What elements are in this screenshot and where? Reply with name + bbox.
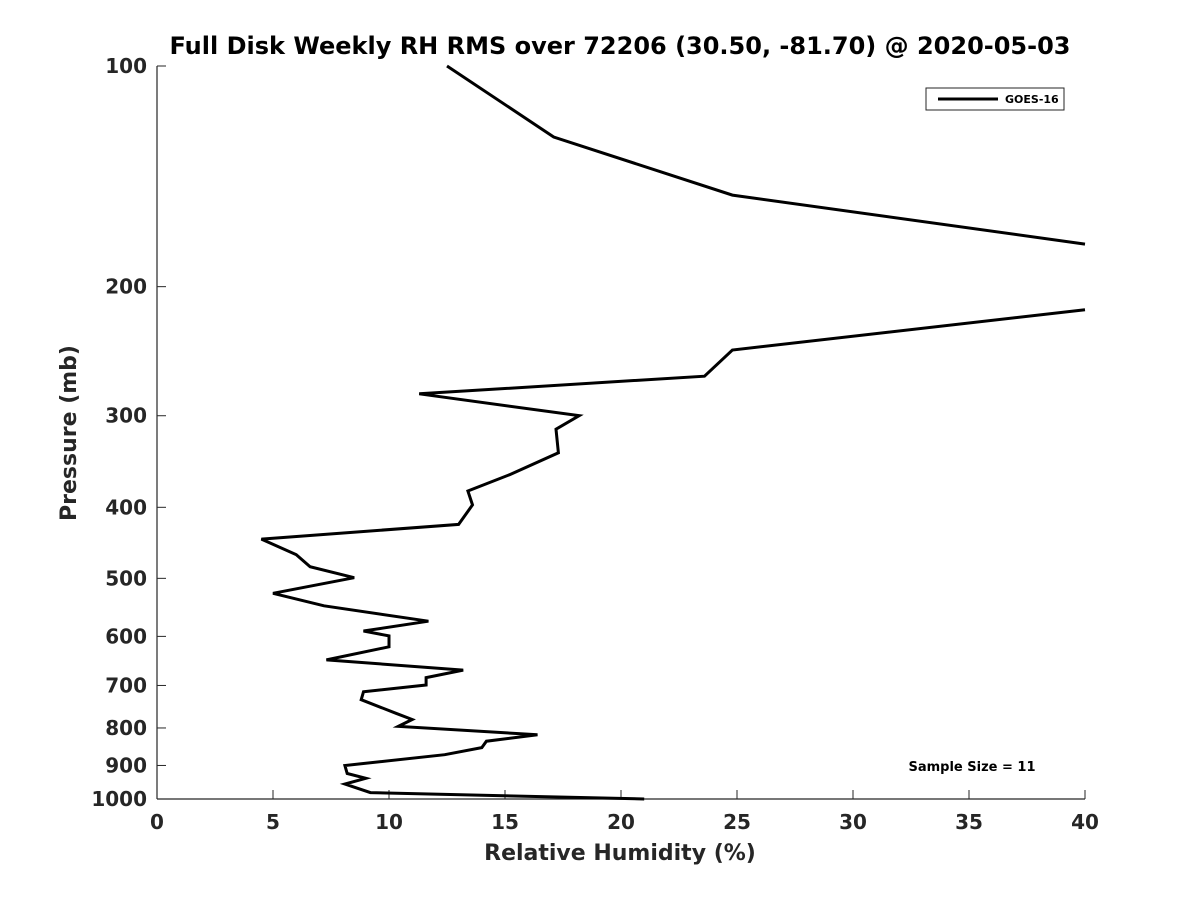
- y-tick-label: 600: [105, 624, 147, 648]
- y-tick-label: 1000: [91, 787, 147, 811]
- y-tick-label: 900: [105, 753, 147, 777]
- x-tick-label: 25: [723, 810, 751, 834]
- y-axis: 100 200 300 400 500 600 700 800 900 1000: [91, 54, 166, 811]
- y-tick-label: 400: [105, 495, 147, 519]
- legend-label-goes-16: GOES-16: [1005, 93, 1059, 106]
- y-tick-label: 700: [105, 673, 147, 697]
- y-tick-label: 300: [105, 404, 147, 428]
- y-axis-label: Pressure (mb): [57, 345, 82, 521]
- x-tick-label: 10: [375, 810, 403, 834]
- x-tick-label: 35: [955, 810, 983, 834]
- x-tick-label: 5: [266, 810, 280, 834]
- sample-size-annotation: Sample Size = 11: [908, 760, 1035, 775]
- y-tick-label: 800: [105, 716, 147, 740]
- y-tick-label: 500: [105, 566, 147, 590]
- series-layer: [260, 64, 1086, 801]
- y-tick-label: 200: [105, 275, 147, 299]
- plot-area: [156, 66, 1085, 800]
- x-tick-label: 30: [839, 810, 867, 834]
- series-line-goes-16-segment-1: [446, 64, 1086, 246]
- y-tick-label: 100: [105, 54, 147, 78]
- chart-title: Full Disk Weekly RH RMS over 72206 (30.5…: [169, 32, 1070, 60]
- x-tick-label: 0: [150, 810, 164, 834]
- x-tick-label: 40: [1071, 810, 1099, 834]
- legend: GOES-16: [925, 87, 1065, 111]
- x-axis-label: Relative Humidity (%): [484, 841, 756, 866]
- x-tick-label: 20: [607, 810, 635, 834]
- series-line-goes-16-segment-2: [260, 308, 1086, 801]
- x-axis: 0 5 10 15 20 25 30 35 40: [150, 790, 1099, 834]
- x-tick-label: 15: [491, 810, 519, 834]
